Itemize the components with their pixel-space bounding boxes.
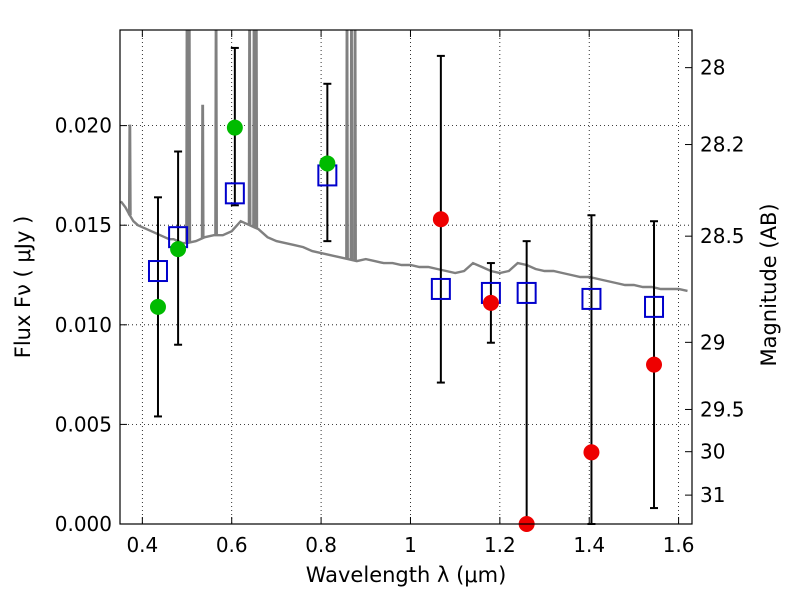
right-tick-label: 28 <box>700 56 725 80</box>
flux-measurement-point <box>432 211 449 228</box>
right-tick-label: 29.5 <box>700 397 745 421</box>
right-tick-label: 30 <box>700 440 725 464</box>
axis-ticks: 0.4 0.6 0.8 1 1.2 1.4 1.6 0.000 0.005 0.010 0.015 0… <box>55 30 745 557</box>
data-points <box>147 119 665 532</box>
x-tick-label: 0.4 <box>126 533 158 557</box>
emission-line-spike <box>345 30 349 259</box>
model-photometry-square <box>581 287 602 310</box>
emission-line-spike <box>187 30 192 243</box>
flux-measurement-point <box>646 356 663 373</box>
y-tick-label: 0.000 <box>55 512 112 536</box>
model-photometry-square <box>516 281 537 304</box>
y-axis-label: Flux Fν ( μJy ) <box>11 216 35 359</box>
model-photometry-square <box>644 295 665 318</box>
x-tick-label: 1 <box>404 533 417 557</box>
y-tick-label: 0.005 <box>55 412 112 436</box>
emission-line-spike <box>247 30 252 226</box>
emission-line-spike <box>254 30 259 229</box>
right-tick-label: 31 <box>700 483 725 507</box>
flux-measurement-point <box>149 298 166 315</box>
model-photometry-square <box>430 277 451 300</box>
emission-line-spike <box>127 124 132 216</box>
x-axis-label: Wavelength λ (μm) <box>306 563 507 587</box>
right-tick-label: 28.5 <box>700 224 745 248</box>
emission-line-spike <box>214 30 218 236</box>
y-tick-label: 0.015 <box>55 213 112 237</box>
x-tick-label: 0.8 <box>305 533 337 557</box>
error-bars <box>153 46 659 525</box>
y-tick-label: 0.020 <box>55 114 112 138</box>
model-photometry-square <box>224 182 245 205</box>
flux-measurement-point <box>482 294 499 311</box>
x-tick-label: 1.2 <box>484 533 516 557</box>
plot-frame <box>119 29 693 525</box>
model-photometry-square <box>147 260 168 283</box>
y-tick-label: 0.010 <box>55 313 112 337</box>
model-sed-curve <box>120 30 688 293</box>
right-tick-label: 29 <box>700 330 725 354</box>
right-tick-label: 28.2 <box>700 133 745 157</box>
model-sed-line <box>120 200 688 293</box>
x-tick-label: 0.6 <box>216 533 248 557</box>
right-axis-label: Magnitude (AB) <box>757 203 781 366</box>
emission-line-spike <box>349 30 354 260</box>
x-tick-label: 1.4 <box>573 533 605 557</box>
flux-measurement-point <box>583 444 600 461</box>
x-tick-label: 1.6 <box>663 533 695 557</box>
flux-measurement-point <box>319 155 336 172</box>
grid-lines <box>120 30 692 524</box>
emission-line-spike <box>200 104 205 239</box>
flux-measurement-point <box>226 119 243 136</box>
emission-line-spike <box>353 30 357 261</box>
flux-measurement-point <box>170 241 187 258</box>
